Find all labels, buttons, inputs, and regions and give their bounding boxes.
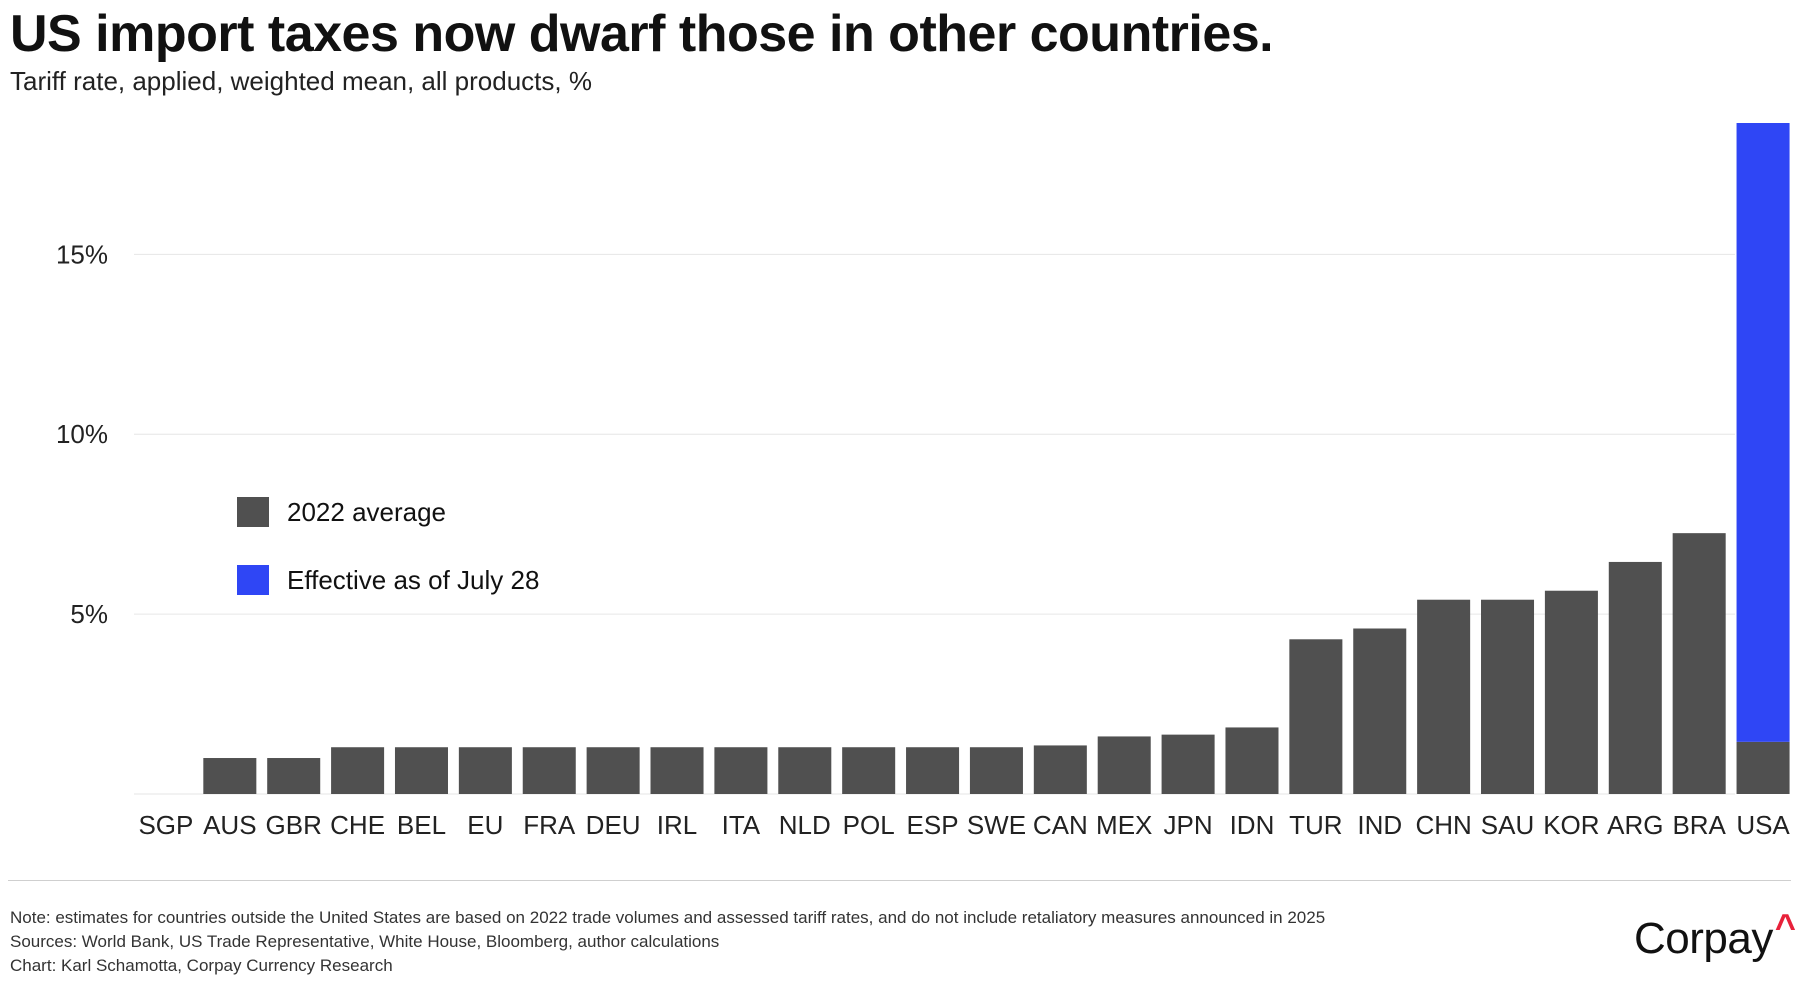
x-tick-label: SWE xyxy=(967,810,1026,840)
bar-2022-average-aus xyxy=(203,758,257,794)
x-tick-label: ARG xyxy=(1607,810,1663,840)
bar-2022-average-can xyxy=(1033,745,1087,794)
brand-name: Corpay xyxy=(1634,914,1773,963)
bar-2022-average-ind xyxy=(1353,628,1407,794)
x-tick-label: TUR xyxy=(1289,810,1342,840)
x-tick-label: CHE xyxy=(330,810,385,840)
bar-2022-average-ita xyxy=(714,747,768,794)
y-tick-label: 10% xyxy=(56,419,108,449)
x-tick-label: IRL xyxy=(657,810,697,840)
x-tick-label: EU xyxy=(467,810,503,840)
x-tick-label: GBR xyxy=(266,810,322,840)
x-tick-label: DEU xyxy=(586,810,641,840)
bar-2022-average-jpn xyxy=(1161,734,1215,794)
footnote: Note: estimates for countries outside th… xyxy=(10,908,1326,927)
bar-2022-average-swe xyxy=(969,747,1023,794)
x-tick-label: MEX xyxy=(1096,810,1152,840)
x-tick-label: BRA xyxy=(1672,810,1726,840)
bar-effective-usa xyxy=(1736,123,1790,742)
footer-notes: Note: estimates for countries outside th… xyxy=(10,906,1325,978)
x-tick-label: CHN xyxy=(1415,810,1471,840)
legend-label: 2022 average xyxy=(287,497,446,527)
bar-chart: 5% 10% 15% SGP AUS GBR CHE BEL EU FRA DEU IRL ITA NLD… xyxy=(56,123,1790,840)
bar-2022-average-deu xyxy=(586,747,640,794)
bar-2022-average-sau xyxy=(1481,599,1535,794)
bar-2022-average-esp xyxy=(906,747,960,794)
x-tick-label: CAN xyxy=(1033,810,1088,840)
x-tick-label: AUS xyxy=(203,810,256,840)
bar-2022-average-tur xyxy=(1289,639,1343,794)
y-tick-label: 15% xyxy=(56,239,108,269)
bar-2022-average-nld xyxy=(778,747,832,794)
bar-2022-average-kor xyxy=(1544,590,1598,794)
bar-2022-average-gbr xyxy=(267,758,321,794)
bar-2022-average-che xyxy=(331,747,385,794)
bar-2022-average-mex xyxy=(1097,736,1151,794)
bar-2022-average-idn xyxy=(1225,727,1279,794)
x-tick-label: JPN xyxy=(1164,810,1213,840)
legend-swatch xyxy=(237,497,269,527)
legend-label: Effective as of July 28 xyxy=(287,565,539,595)
bar-2022-average-eu xyxy=(458,747,512,794)
x-tick-label: NLD xyxy=(779,810,831,840)
credit-line: Chart: Karl Schamotta, Corpay Currency R… xyxy=(10,956,393,975)
x-tick-label: KOR xyxy=(1543,810,1599,840)
bar-2022-average-bra xyxy=(1672,533,1726,794)
y-tick-label: 5% xyxy=(70,599,108,629)
bar-2022-average-pol xyxy=(842,747,896,794)
bar-2022-average-bel xyxy=(394,747,448,794)
x-tick-label: ITA xyxy=(722,810,761,840)
bar-2022-average-irl xyxy=(650,747,704,794)
x-tick-label: USA xyxy=(1736,810,1790,840)
chart-subtitle: Tariff rate, applied, weighted mean, all… xyxy=(10,66,592,96)
x-tick-label: BEL xyxy=(397,810,446,840)
x-tick-label: POL xyxy=(843,810,895,840)
x-tick-label: SGP xyxy=(138,810,193,840)
brand-caret-icon: ^ xyxy=(1774,906,1796,947)
bar-2022-average-fra xyxy=(522,747,576,794)
legend-swatch xyxy=(237,565,269,595)
x-tick-label: ESP xyxy=(907,810,959,840)
bar-2022-average-chn xyxy=(1417,599,1471,794)
sources-line: Sources: World Bank, US Trade Representa… xyxy=(10,932,720,951)
x-tick-label: IND xyxy=(1357,810,1402,840)
bar-2022-average-arg xyxy=(1608,561,1662,794)
x-tick-label: SAU xyxy=(1481,810,1534,840)
x-tick-label: FRA xyxy=(523,810,576,840)
footer-divider xyxy=(8,880,1791,881)
bar-2022-average-usa xyxy=(1736,741,1790,794)
corpay-logo: Corpay^ xyxy=(1634,906,1796,964)
chart-title: US import taxes now dwarf those in other… xyxy=(10,5,1274,63)
x-tick-label: IDN xyxy=(1230,810,1275,840)
